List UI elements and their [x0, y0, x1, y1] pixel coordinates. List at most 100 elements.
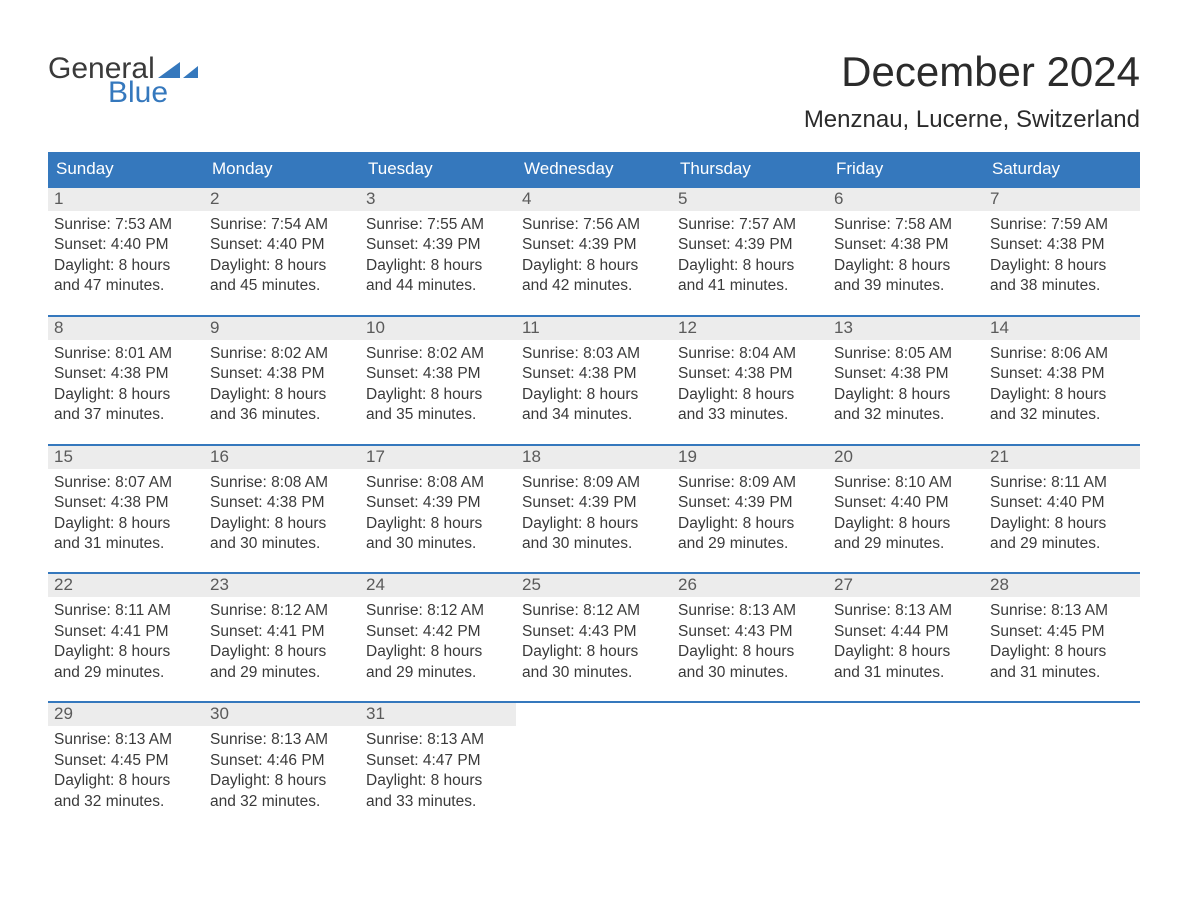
- day-details: Sunrise: 7:56 AMSunset: 4:39 PMDaylight:…: [516, 211, 672, 301]
- calendar-day: 12Sunrise: 8:04 AMSunset: 4:38 PMDayligh…: [672, 317, 828, 430]
- calendar-week: 15Sunrise: 8:07 AMSunset: 4:38 PMDayligh…: [48, 444, 1140, 559]
- daylight-line-1: Daylight: 8 hours: [990, 514, 1134, 534]
- daylight-line-1: Daylight: 8 hours: [522, 385, 666, 405]
- sunrise-line: Sunrise: 8:09 AM: [522, 473, 666, 493]
- sunset-line: Sunset: 4:38 PM: [522, 364, 666, 384]
- day-details: Sunrise: 8:01 AMSunset: 4:38 PMDaylight:…: [48, 340, 204, 430]
- sunset-line: Sunset: 4:39 PM: [366, 235, 510, 255]
- page-title: December 2024: [804, 48, 1140, 96]
- daylight-line-2: and 44 minutes.: [366, 276, 510, 296]
- day-details: Sunrise: 8:02 AMSunset: 4:38 PMDaylight:…: [204, 340, 360, 430]
- daylight-line-2: and 32 minutes.: [834, 405, 978, 425]
- day-details: Sunrise: 8:10 AMSunset: 4:40 PMDaylight:…: [828, 469, 984, 559]
- day-number: 2: [204, 188, 360, 211]
- daylight-line-1: Daylight: 8 hours: [834, 256, 978, 276]
- calendar-day: 25Sunrise: 8:12 AMSunset: 4:43 PMDayligh…: [516, 574, 672, 687]
- day-details: Sunrise: 8:09 AMSunset: 4:39 PMDaylight:…: [672, 469, 828, 559]
- day-details: Sunrise: 8:12 AMSunset: 4:43 PMDaylight:…: [516, 597, 672, 687]
- calendar-day: 2Sunrise: 7:54 AMSunset: 4:40 PMDaylight…: [204, 188, 360, 301]
- sunrise-line: Sunrise: 7:55 AM: [366, 215, 510, 235]
- calendar-day: 27Sunrise: 8:13 AMSunset: 4:44 PMDayligh…: [828, 574, 984, 687]
- daylight-line-2: and 47 minutes.: [54, 276, 198, 296]
- day-details: Sunrise: 8:08 AMSunset: 4:39 PMDaylight:…: [360, 469, 516, 559]
- day-details: Sunrise: 8:13 AMSunset: 4:45 PMDaylight:…: [48, 726, 204, 816]
- sunrise-line: Sunrise: 8:04 AM: [678, 344, 822, 364]
- day-number: 31: [360, 703, 516, 726]
- sunrise-line: Sunrise: 8:12 AM: [522, 601, 666, 621]
- sunrise-line: Sunrise: 8:13 AM: [210, 730, 354, 750]
- daylight-line-1: Daylight: 8 hours: [366, 642, 510, 662]
- daylight-line-2: and 37 minutes.: [54, 405, 198, 425]
- daylight-line-2: and 33 minutes.: [678, 405, 822, 425]
- sunset-line: Sunset: 4:43 PM: [522, 622, 666, 642]
- sunrise-line: Sunrise: 8:02 AM: [210, 344, 354, 364]
- calendar-day: 17Sunrise: 8:08 AMSunset: 4:39 PMDayligh…: [360, 446, 516, 559]
- day-number: 29: [48, 703, 204, 726]
- daylight-line-1: Daylight: 8 hours: [522, 514, 666, 534]
- calendar-day: 29Sunrise: 8:13 AMSunset: 4:45 PMDayligh…: [48, 703, 204, 816]
- calendar-week: 29Sunrise: 8:13 AMSunset: 4:45 PMDayligh…: [48, 701, 1140, 816]
- day-number: 1: [48, 188, 204, 211]
- day-details: Sunrise: 8:03 AMSunset: 4:38 PMDaylight:…: [516, 340, 672, 430]
- day-number: 28: [984, 574, 1140, 597]
- daylight-line-2: and 36 minutes.: [210, 405, 354, 425]
- daylight-line-1: Daylight: 8 hours: [366, 256, 510, 276]
- daylight-line-2: and 42 minutes.: [522, 276, 666, 296]
- day-number: 20: [828, 446, 984, 469]
- day-details: Sunrise: 8:13 AMSunset: 4:44 PMDaylight:…: [828, 597, 984, 687]
- day-number: 6: [828, 188, 984, 211]
- calendar-week: 22Sunrise: 8:11 AMSunset: 4:41 PMDayligh…: [48, 572, 1140, 687]
- sunset-line: Sunset: 4:39 PM: [678, 235, 822, 255]
- dow-saturday: Saturday: [984, 152, 1140, 186]
- calendar-day: 14Sunrise: 8:06 AMSunset: 4:38 PMDayligh…: [984, 317, 1140, 430]
- daylight-line-1: Daylight: 8 hours: [210, 642, 354, 662]
- daylight-line-1: Daylight: 8 hours: [678, 256, 822, 276]
- sunrise-line: Sunrise: 8:13 AM: [990, 601, 1134, 621]
- sunrise-line: Sunrise: 7:58 AM: [834, 215, 978, 235]
- calendar-day: 23Sunrise: 8:12 AMSunset: 4:41 PMDayligh…: [204, 574, 360, 687]
- day-number: 8: [48, 317, 204, 340]
- day-details: Sunrise: 8:13 AMSunset: 4:45 PMDaylight:…: [984, 597, 1140, 687]
- dow-friday: Friday: [828, 152, 984, 186]
- day-details: Sunrise: 8:02 AMSunset: 4:38 PMDaylight:…: [360, 340, 516, 430]
- sunset-line: Sunset: 4:47 PM: [366, 751, 510, 771]
- sunset-line: Sunset: 4:39 PM: [522, 235, 666, 255]
- dow-monday: Monday: [204, 152, 360, 186]
- sunrise-line: Sunrise: 8:13 AM: [678, 601, 822, 621]
- sunrise-line: Sunrise: 8:13 AM: [834, 601, 978, 621]
- sunset-line: Sunset: 4:39 PM: [522, 493, 666, 513]
- daylight-line-2: and 30 minutes.: [210, 534, 354, 554]
- day-details: Sunrise: 7:57 AMSunset: 4:39 PMDaylight:…: [672, 211, 828, 301]
- day-details: Sunrise: 8:07 AMSunset: 4:38 PMDaylight:…: [48, 469, 204, 559]
- logo: General Blue: [48, 54, 198, 108]
- sunrise-line: Sunrise: 8:13 AM: [366, 730, 510, 750]
- daylight-line-1: Daylight: 8 hours: [54, 642, 198, 662]
- header: General Blue December 2024 Menznau, Luce…: [48, 48, 1140, 134]
- day-number: 26: [672, 574, 828, 597]
- day-number: 15: [48, 446, 204, 469]
- day-details: Sunrise: 7:55 AMSunset: 4:39 PMDaylight:…: [360, 211, 516, 301]
- calendar-week: 8Sunrise: 8:01 AMSunset: 4:38 PMDaylight…: [48, 315, 1140, 430]
- calendar-day: .: [984, 703, 1140, 816]
- sunset-line: Sunset: 4:40 PM: [834, 493, 978, 513]
- sunset-line: Sunset: 4:38 PM: [990, 235, 1134, 255]
- day-number: 3: [360, 188, 516, 211]
- calendar-day: 13Sunrise: 8:05 AMSunset: 4:38 PMDayligh…: [828, 317, 984, 430]
- sunrise-line: Sunrise: 8:12 AM: [210, 601, 354, 621]
- sunset-line: Sunset: 4:45 PM: [54, 751, 198, 771]
- daylight-line-2: and 29 minutes.: [366, 663, 510, 683]
- dow-thursday: Thursday: [672, 152, 828, 186]
- daylight-line-1: Daylight: 8 hours: [522, 256, 666, 276]
- sunrise-line: Sunrise: 8:08 AM: [366, 473, 510, 493]
- sunrise-line: Sunrise: 7:56 AM: [522, 215, 666, 235]
- daylight-line-2: and 35 minutes.: [366, 405, 510, 425]
- day-number: 10: [360, 317, 516, 340]
- calendar-day: 16Sunrise: 8:08 AMSunset: 4:38 PMDayligh…: [204, 446, 360, 559]
- day-details: Sunrise: 8:13 AMSunset: 4:47 PMDaylight:…: [360, 726, 516, 816]
- sunrise-line: Sunrise: 8:09 AM: [678, 473, 822, 493]
- day-number: 14: [984, 317, 1140, 340]
- day-number: 19: [672, 446, 828, 469]
- title-block: December 2024 Menznau, Lucerne, Switzerl…: [804, 48, 1140, 134]
- daylight-line-1: Daylight: 8 hours: [210, 256, 354, 276]
- day-number: 12: [672, 317, 828, 340]
